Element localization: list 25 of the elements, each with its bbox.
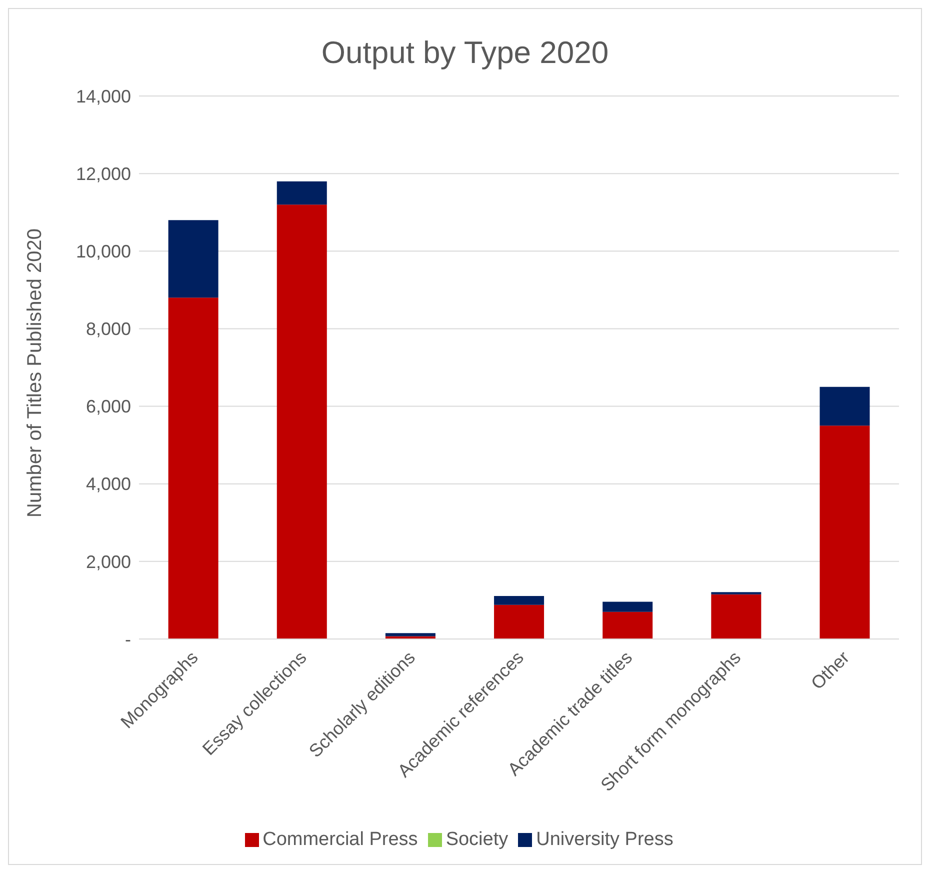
bar [820,386,870,426]
bar [602,602,653,612]
y-tick-label: - [125,629,131,650]
chart-title: Output by Type 2020 [320,35,610,71]
bar [385,633,436,636]
y-tick-label: 12,000 [76,164,131,184]
legend-label: Society [446,829,508,850]
bar [494,604,544,639]
legend-label: Commercial Press [262,829,418,850]
y-tick-label: 10,000 [76,242,131,262]
bar [276,204,327,639]
bar [711,594,762,639]
bar [494,596,544,605]
y-tick-label: 6,000 [86,396,131,417]
bar [168,220,218,298]
y-axis-title: Number of Titles Published 2020 [24,228,46,518]
y-tick-label: 4,000 [86,474,131,494]
bar [168,298,218,639]
bar [820,426,870,639]
legend-label: University Press [536,829,674,850]
y-tick-label: 8,000 [86,319,131,340]
bar [276,181,327,205]
bar [602,612,653,639]
y-tick-label: 14,000 [76,86,131,106]
y-tick-label: 2,000 [86,552,131,572]
